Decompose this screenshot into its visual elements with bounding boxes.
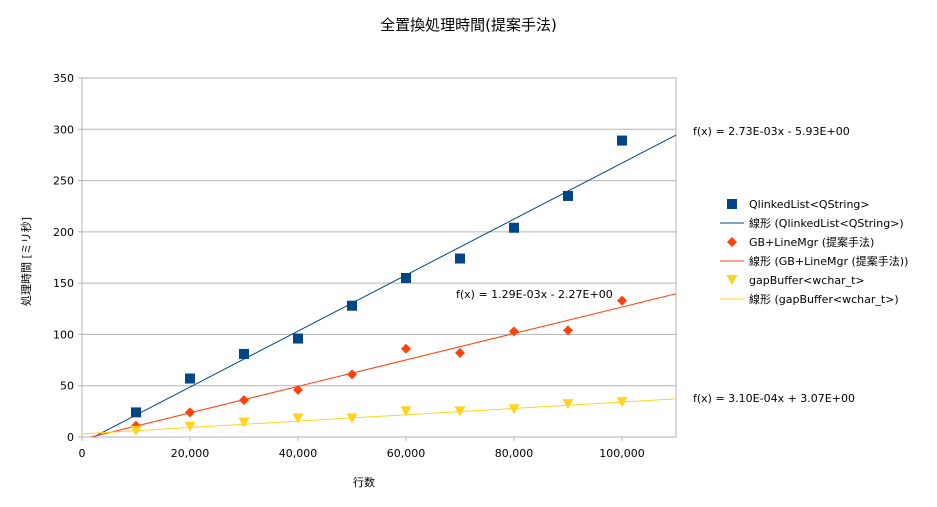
y-tick-label: 150 (53, 277, 74, 290)
x-tick-label: 60,000 (387, 447, 426, 460)
chart-title: 全置換処理時間(提案手法) (380, 16, 557, 34)
x-tick-label: 20,000 (171, 447, 210, 460)
data-point-series-2 (455, 347, 465, 358)
legend-label-1: QlinkedList<QString> (749, 198, 870, 211)
y-tick-label: 200 (53, 226, 74, 239)
data-point-series-1 (617, 135, 627, 146)
legend-trend-label-3: 線形 (gapBuffer<wchar_t>) (749, 292, 899, 306)
y-tick-label: 0 (67, 431, 74, 444)
data-point-series-1 (185, 373, 195, 384)
y-tick-label: 350 (53, 72, 74, 85)
data-point-series-2 (185, 407, 195, 418)
data-point-series-1 (509, 222, 519, 233)
y-tick-label: 100 (53, 328, 74, 341)
x-tick-label: 0 (79, 447, 86, 460)
legend-marker-1 (727, 199, 737, 209)
data-point-series-3 (616, 397, 628, 408)
data-point-series-3 (346, 413, 358, 424)
trendline-1 (92, 134, 676, 437)
trendline-2 (89, 293, 676, 437)
legend-marker-3 (726, 275, 738, 285)
data-point-series-1 (131, 407, 141, 418)
data-point-series-2 (239, 395, 249, 406)
legend-trend-label-2: 線形 (GB+LineMgr (提案手法)) (749, 254, 908, 268)
legend-label-3: gapBuffer<wchar_t> (749, 274, 865, 287)
trend-equation-1: f(x) = 2.73E-03x - 5.93E+00 (693, 125, 850, 138)
data-point-series-3 (292, 413, 304, 424)
data-point-series-1 (563, 190, 573, 201)
data-point-series-1 (347, 300, 357, 311)
data-point-series-3 (238, 417, 250, 428)
legend-marker-2 (727, 237, 737, 247)
data-point-series-2 (509, 326, 519, 337)
x-tick-label: 40,000 (279, 447, 318, 460)
data-point-series-1 (455, 253, 465, 264)
data-point-series-3 (400, 406, 412, 417)
y-tick-label: 250 (53, 175, 74, 188)
legend-label-2: GB+LineMgr (提案手法) (749, 235, 874, 249)
data-point-series-2 (401, 343, 411, 354)
y-tick-label: 300 (53, 123, 74, 136)
data-point-series-3 (130, 425, 142, 436)
plot-area-frame (81, 77, 677, 438)
trendline-3 (82, 398, 676, 435)
trend-equation-3: f(x) = 3.10E-04x + 3.07E+00 (693, 392, 855, 405)
data-point-series-2 (347, 369, 357, 380)
data-point-series-2 (293, 384, 303, 395)
data-point-series-3 (508, 404, 520, 415)
data-point-series-2 (617, 295, 627, 306)
trend-equation-2: f(x) = 1.29E-03x - 2.27E+00 (456, 288, 613, 301)
legend-trend-label-1: 線形 (QlinkedList<QString>) (749, 216, 904, 230)
x-tick-label: 80,000 (495, 447, 534, 460)
data-point-series-3 (562, 399, 574, 410)
data-point-series-1 (293, 333, 303, 344)
data-point-series-3 (454, 406, 466, 417)
data-point-series-3 (184, 421, 196, 432)
x-axis-title: 行数 (353, 476, 375, 489)
data-point-series-1 (401, 273, 411, 284)
data-point-series-1 (239, 348, 249, 359)
y-axis-title: 処理時間 [ミリ秒] (19, 217, 33, 306)
data-point-series-2 (563, 325, 573, 336)
x-tick-label: 100,000 (599, 447, 645, 460)
y-tick-label: 50 (60, 380, 74, 393)
